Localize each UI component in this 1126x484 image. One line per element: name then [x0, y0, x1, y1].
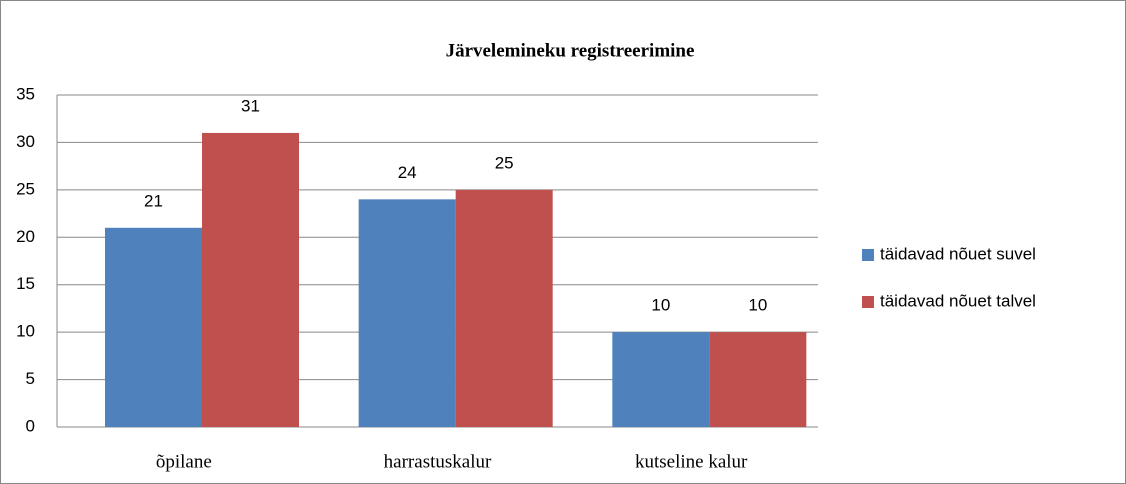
legend-label: täidavad nõuet talvel — [880, 291, 1036, 310]
legend-swatch — [862, 296, 874, 308]
chart-title: Järvelemineku registreerimine — [446, 40, 695, 61]
data-label: 10 — [651, 296, 670, 315]
y-tick-label: 0 — [26, 416, 35, 435]
bar — [202, 132, 299, 427]
y-tick-label: 25 — [16, 179, 35, 198]
data-label: 25 — [495, 153, 514, 172]
data-label: 10 — [748, 296, 767, 315]
legend-label: täidavad nõuet suvel — [880, 244, 1036, 263]
bar — [358, 199, 456, 427]
bar — [455, 189, 553, 427]
y-tick-label: 10 — [16, 322, 35, 341]
data-label: 24 — [398, 163, 417, 182]
y-tick-label: 30 — [16, 132, 35, 151]
data-label: 21 — [144, 191, 163, 210]
bar — [612, 332, 710, 427]
y-tick-label: 15 — [16, 274, 35, 293]
data-label: 31 — [241, 96, 260, 115]
x-tick-label: kutseline kalur — [635, 451, 748, 472]
bar — [709, 332, 807, 427]
bar — [105, 227, 202, 427]
legend-swatch — [862, 249, 874, 261]
y-tick-label: 20 — [16, 227, 35, 246]
y-tick-label: 5 — [26, 369, 35, 388]
x-tick-label: õpilane — [156, 451, 212, 472]
x-tick-label: harrastuskalur — [384, 451, 492, 472]
y-tick-label: 35 — [16, 84, 35, 103]
